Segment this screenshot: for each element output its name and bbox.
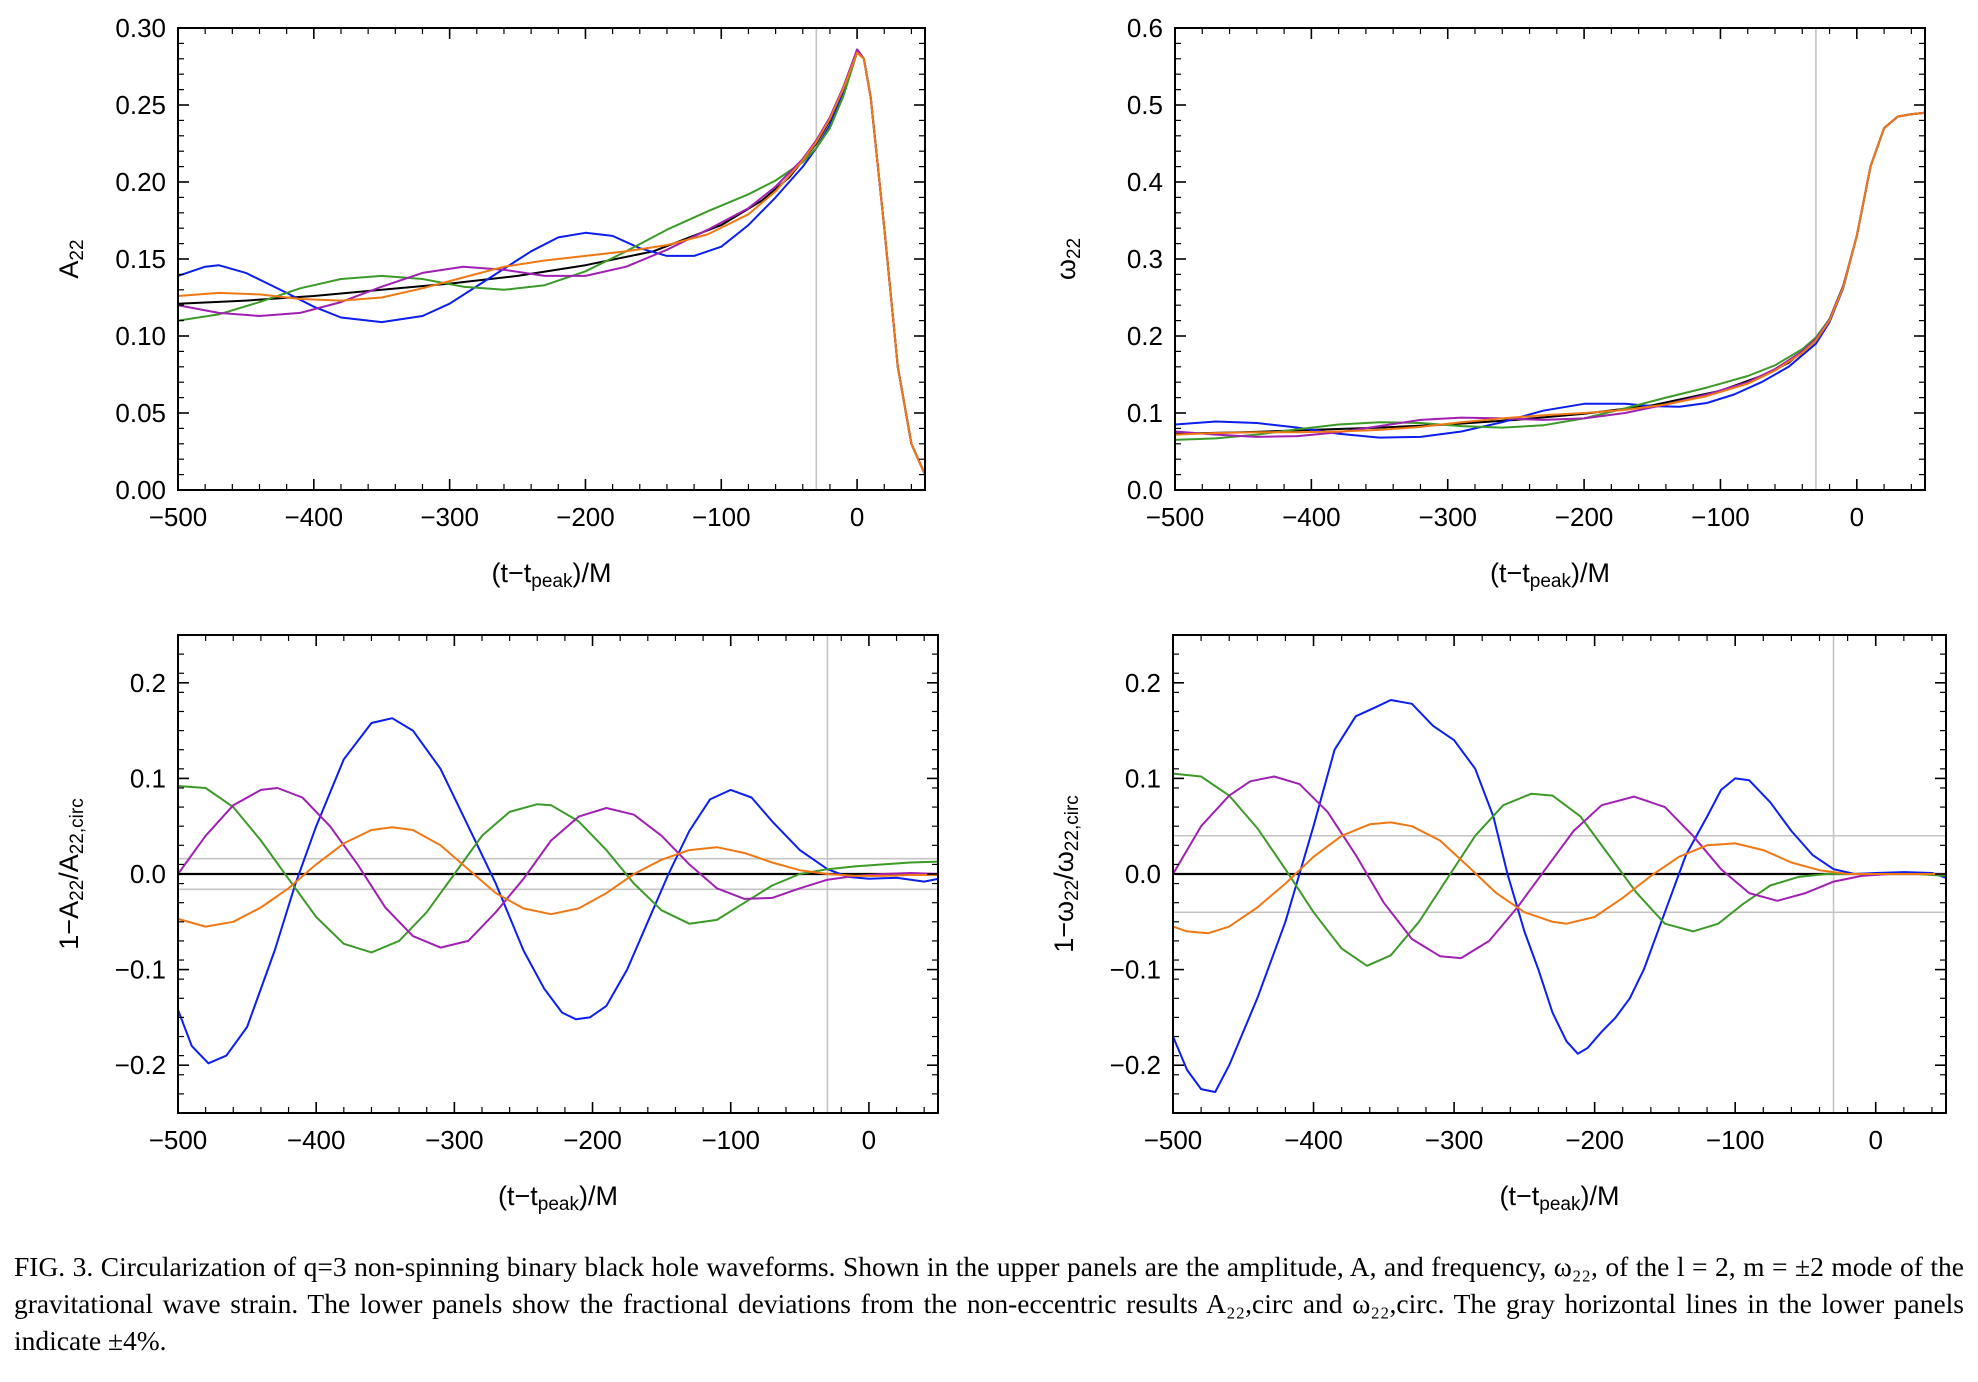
plot-frame bbox=[1174, 27, 1926, 491]
y-axis-label: 1−ω22/ω22,circ bbox=[1049, 795, 1083, 953]
caption-line-3: ω₂₂,circ. The gray horizontal lines in t… bbox=[14, 1288, 1964, 1356]
y-tick-label: 0.15 bbox=[115, 244, 166, 274]
y-tick-label: 0.05 bbox=[115, 398, 166, 428]
y-tick-label: 0.0 bbox=[1127, 475, 1163, 505]
y-tick-label: 0.20 bbox=[115, 167, 166, 197]
y-tick-label: 0.1 bbox=[1125, 763, 1161, 793]
y-tick-label: −0.2 bbox=[115, 1050, 166, 1080]
series-line-0 bbox=[1173, 699, 1946, 1093]
x-tick-label: 0 bbox=[1868, 1125, 1882, 1155]
x-axis-label: (t−tpeak)/M bbox=[492, 558, 612, 592]
x-tick-label: −400 bbox=[1282, 502, 1341, 532]
x-tick-label: −200 bbox=[1565, 1125, 1624, 1155]
y-tick-label: 0.6 bbox=[1127, 13, 1163, 43]
x-tick-label: −300 bbox=[1418, 502, 1477, 532]
x-tick-label: −200 bbox=[1555, 502, 1614, 532]
y-tick-label: 0.00 bbox=[115, 475, 166, 505]
y-tick-label: 0.5 bbox=[1127, 90, 1163, 120]
x-tick-label: −500 bbox=[149, 1125, 208, 1155]
y-tick-label: 0.1 bbox=[1127, 398, 1163, 428]
x-tick-label: −300 bbox=[425, 1125, 484, 1155]
panel-frequency-deviation: −500 −400 −300 −200 −100 0 −0.2 −0.1 0.0 0.1 0.2 (t… bbox=[1049, 634, 1947, 1215]
y-tick-label: 0.2 bbox=[130, 668, 166, 698]
x-tick-label: 0 bbox=[1850, 502, 1864, 532]
series-line-0 bbox=[178, 48, 925, 476]
x-tick-label: −500 bbox=[1146, 502, 1205, 532]
y-tick-label: 0.25 bbox=[115, 90, 166, 120]
y-tick-label: −0.1 bbox=[115, 955, 166, 985]
series-line-4 bbox=[178, 51, 925, 476]
series-line-1 bbox=[178, 48, 925, 476]
series-line-1 bbox=[1175, 111, 1925, 439]
x-axis-label: (t−tpeak)/M bbox=[1500, 1181, 1620, 1215]
x-tick-label: −500 bbox=[1144, 1125, 1203, 1155]
y-tick-label: 0.0 bbox=[1125, 859, 1161, 889]
x-tick-label: −100 bbox=[1691, 502, 1750, 532]
x-tick-label: 0 bbox=[862, 1125, 876, 1155]
series-line-0 bbox=[1175, 111, 1925, 435]
x-tick-label: −200 bbox=[556, 502, 615, 532]
x-tick-label: −200 bbox=[563, 1125, 622, 1155]
x-tick-label: −400 bbox=[1284, 1125, 1343, 1155]
x-axis-label: (t−tpeak)/M bbox=[498, 1181, 618, 1215]
caption-line-1: FIG. 3. Circularization of q=3 non-spinn… bbox=[14, 1251, 1670, 1282]
x-tick-label: 0 bbox=[850, 502, 864, 532]
figure-caption: FIG. 3. Circularization of q=3 non-spinn… bbox=[14, 1248, 1964, 1359]
x-tick-label: −300 bbox=[1425, 1125, 1484, 1155]
y-tick-label: 0.2 bbox=[1125, 668, 1161, 698]
series-line-3 bbox=[178, 826, 938, 928]
y-axis-label: 1−A22/A22,circ bbox=[54, 798, 88, 949]
x-tick-label: −400 bbox=[285, 502, 344, 532]
y-tick-label: 0.1 bbox=[130, 763, 166, 793]
series-line-2 bbox=[1175, 111, 1925, 441]
series-line-2 bbox=[178, 51, 925, 476]
panel-amplitude-deviation: −500 −400 −300 −200 −100 0 −0.2 −0.1 0.0 0.1 0.2 (t… bbox=[54, 634, 939, 1215]
y-tick-label: 0.30 bbox=[115, 13, 166, 43]
series-line-4 bbox=[1175, 111, 1925, 436]
x-tick-label: −500 bbox=[149, 502, 208, 532]
x-tick-label: −400 bbox=[287, 1125, 346, 1155]
series-line-3 bbox=[1173, 821, 1946, 935]
series-line-1 bbox=[1173, 772, 1946, 967]
y-tick-label: 0.4 bbox=[1127, 167, 1163, 197]
x-axis-label: (t−tpeak)/M bbox=[1490, 558, 1610, 592]
y-tick-label: 0.10 bbox=[115, 321, 166, 351]
series-line-1 bbox=[178, 785, 938, 954]
y-tick-label: −0.1 bbox=[1110, 955, 1161, 985]
panel-amplitude: −500 −400 −300 −200 −100 0 0.00 0.05 0.10 0.15 0.2… bbox=[54, 13, 926, 592]
y-tick-label: −0.2 bbox=[1110, 1050, 1161, 1080]
x-tick-label: −100 bbox=[692, 502, 751, 532]
figure: −500 −400 −300 −200 −100 00.000.050.100.150.2… bbox=[54, 13, 1947, 1215]
x-tick-label: −100 bbox=[701, 1125, 760, 1155]
series-line-3 bbox=[178, 48, 925, 476]
y-axis-label: ω22 bbox=[1051, 238, 1085, 280]
y-tick-label: 0.0 bbox=[130, 859, 166, 889]
series-line-2 bbox=[178, 787, 938, 949]
panel-frequency: −500 −400 −300 −200 −100 0 0.0 0.1 0.2 0.3 0.4 0.5 0… bbox=[1051, 13, 1926, 592]
series-line-2 bbox=[1173, 775, 1946, 960]
y-tick-label: 0.3 bbox=[1127, 244, 1163, 274]
x-tick-label: −100 bbox=[1706, 1125, 1765, 1155]
y-axis-label: A22 bbox=[54, 239, 88, 278]
series-line-0 bbox=[178, 717, 938, 1065]
series-line-3 bbox=[1175, 111, 1925, 438]
caption-line-2: l = 2, m = ±2 mode of the gravitational … bbox=[14, 1251, 1964, 1319]
x-tick-label: −300 bbox=[420, 502, 479, 532]
y-tick-label: 0.2 bbox=[1127, 321, 1163, 351]
